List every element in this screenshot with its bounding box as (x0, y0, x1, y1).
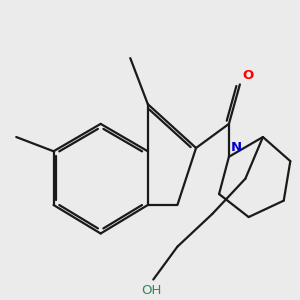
Text: N: N (231, 141, 242, 154)
Text: OH: OH (142, 284, 162, 298)
Text: O: O (242, 69, 254, 82)
